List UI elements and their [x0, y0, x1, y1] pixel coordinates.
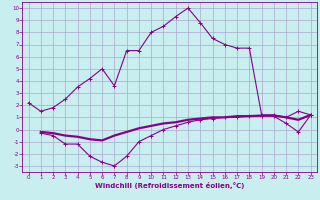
- X-axis label: Windchill (Refroidissement éolien,°C): Windchill (Refroidissement éolien,°C): [95, 182, 244, 189]
